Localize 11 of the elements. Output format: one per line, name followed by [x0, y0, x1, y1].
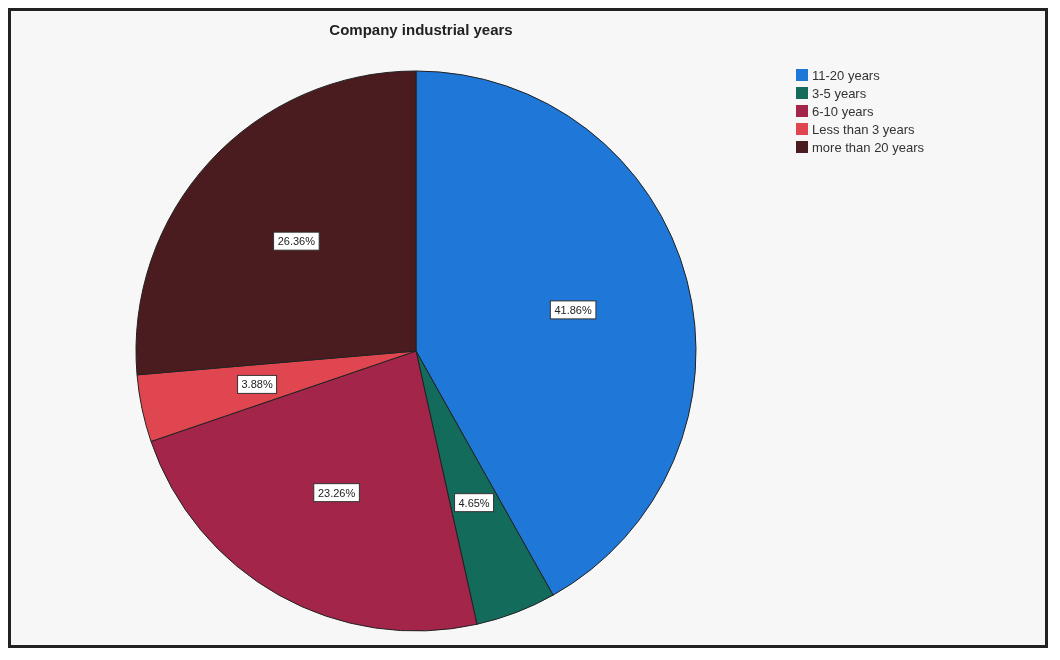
chart-title: Company industrial years [328, 21, 514, 38]
data-label: 3.88% [241, 378, 273, 391]
data-label: 4.65% [458, 496, 490, 509]
data-label: 23.26% [317, 486, 356, 499]
legend-label: Less than 3 years [812, 121, 915, 137]
legend-label: 11-20 years [812, 67, 880, 83]
legend-label: more than 20 years [812, 139, 925, 155]
data-label: 41.86% [554, 303, 592, 316]
legend-label: 3-5 years [812, 85, 867, 101]
legend-label: 6-10 years [812, 103, 874, 119]
data-label: 26.36% [277, 235, 316, 248]
